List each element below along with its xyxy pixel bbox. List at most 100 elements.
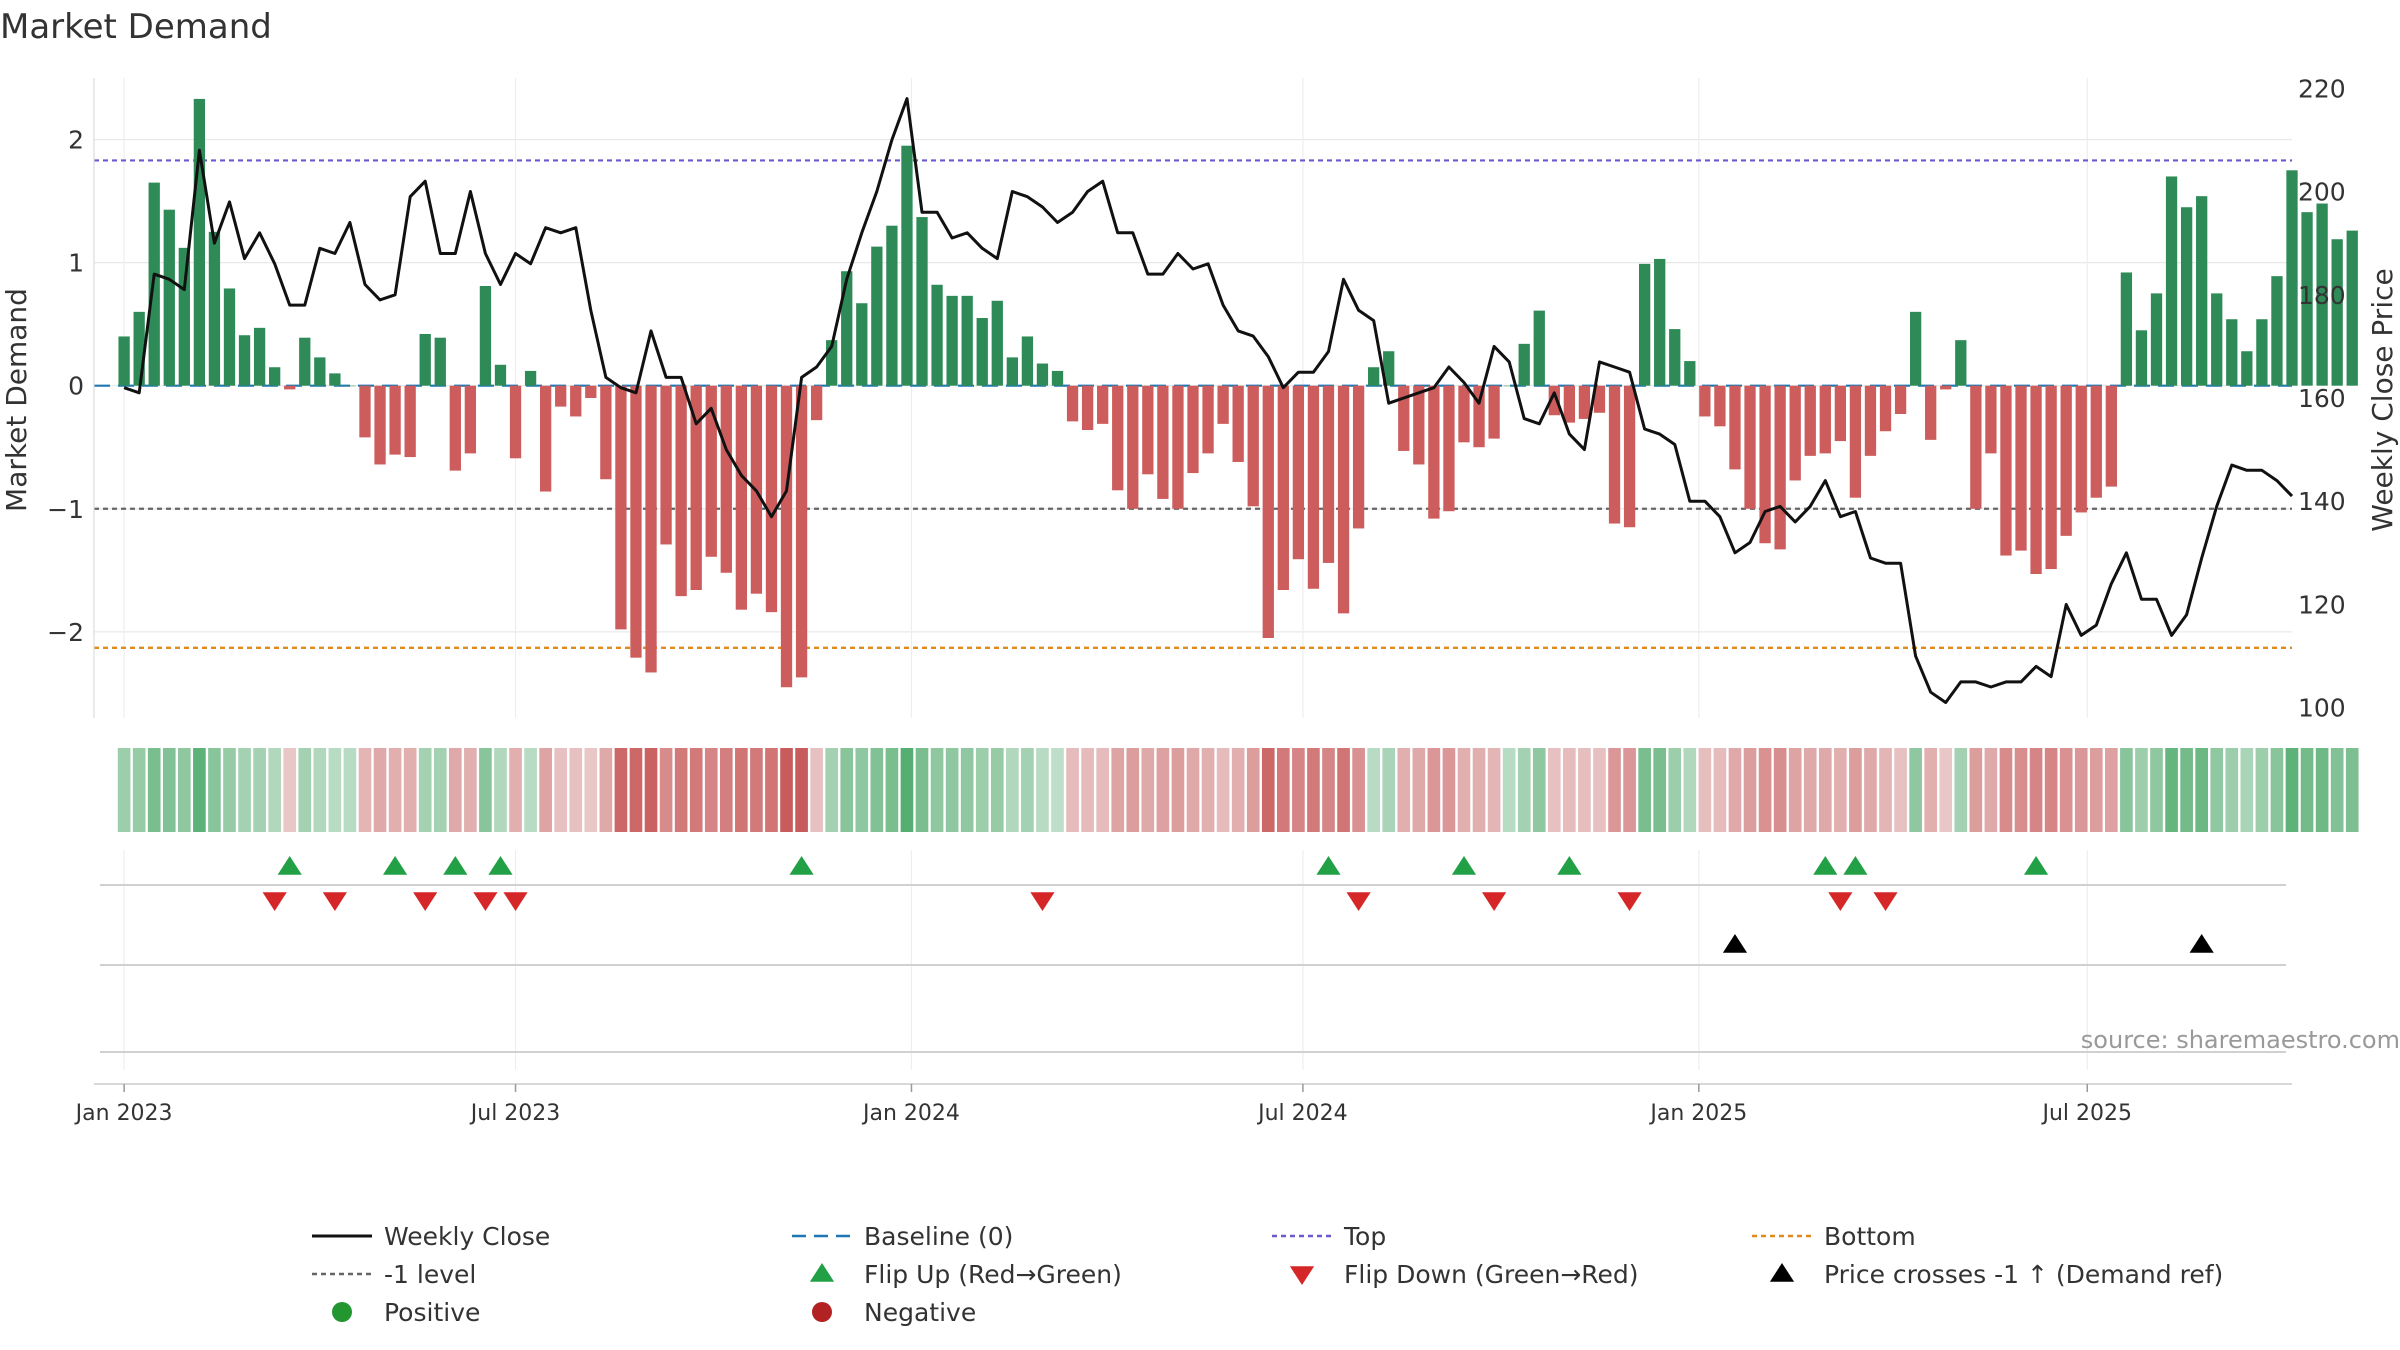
x-tick-label: Jul 2024 [1256,1101,1348,1126]
strip-cell-negative [1277,748,1290,832]
negative-demand-bar [1714,385,1726,427]
strip-cell-positive [2255,748,2269,832]
positive-demand-bar [1955,340,1967,386]
strip-cell-negative [599,748,613,832]
strip-cell-positive [1006,748,1019,832]
strip-cell-negative [689,748,703,832]
negative-demand-bar [1970,385,1982,509]
positive-demand-bar [479,286,492,386]
x-tick-label: Jul 2025 [2040,1101,2132,1126]
negative-demand-bar [1307,385,1320,589]
positive-demand-bar [2211,293,2223,386]
x-tick-label: Jan 2023 [74,1101,173,1126]
positive-demand-bar [2150,293,2163,386]
strip-cell-positive [223,748,236,832]
legend-label: Positive [384,1298,480,1327]
event-markers [100,856,2286,1053]
positive-demand-bar [2241,351,2253,386]
flip-down-marker [262,892,287,911]
strip-cell-negative [509,748,522,832]
strip-cell-positive [2330,748,2344,832]
strip-cell-negative [1141,748,1155,832]
flip-down-marker [413,892,438,911]
strip-cell-positive [1638,748,1651,832]
positive-demand-bar [1638,263,1651,386]
strip-cell-negative [1939,748,1953,832]
demand-bars [118,98,2358,688]
positive-demand-bar [2226,319,2238,386]
negative-demand-bar [1473,385,1485,448]
strip-cell-positive [433,748,447,832]
strip-cell-positive [885,748,899,832]
flip-down-marker [1481,892,1507,911]
negative-demand-bar [1458,385,1470,443]
strip-cell-negative [1879,748,1892,832]
strip-cell-negative [1156,748,1170,832]
positive-demand-bar [2120,272,2133,386]
negative-demand-bar [2075,385,2087,513]
strip-cell-positive [2270,748,2284,832]
negative-demand-bar [810,385,823,421]
negative-demand-bar [1879,385,1892,432]
strip-cell-positive [238,748,251,832]
negative-demand-bar [1744,385,1756,509]
y-right-tick-label: 140 [2298,487,2346,516]
legend-label: Bottom [1824,1222,1916,1251]
strip-cell-positive [1021,748,1034,832]
negative-demand-bar [539,385,552,492]
negative-demand-bar [1157,385,1169,499]
positive-demand-bar [1051,370,1064,386]
flip-down-marker [473,892,498,911]
legend-label: Flip Up (Red→Green) [864,1260,1122,1289]
positive-demand-bar [2316,203,2328,386]
y-axis-right-label: Weekly Close Price [2366,268,2399,531]
flip-down-marker [1030,892,1055,911]
strip-cell-positive [1502,748,1516,832]
flip-up-marker [382,856,408,875]
legend-label: Weekly Close [384,1222,550,1251]
strip-cell-positive [975,748,989,832]
negative-demand-bar [630,385,642,658]
strip-cell-positive [1909,748,1922,832]
positive-demand-bar [434,337,446,386]
strip-cell-negative [1803,748,1817,832]
strip-cell-negative [735,748,748,832]
negative-demand-bar [705,385,717,557]
source-label: source: sharemaestro.com [2081,1026,2400,1054]
positive-demand-bar [238,335,251,386]
strip-cell-negative [780,748,793,832]
strip-cell-positive [870,748,884,832]
positive-demand-bar [856,303,868,386]
positive-demand-bar [223,288,236,386]
strip-cell-positive [900,748,914,832]
strip-cell-positive [162,748,176,832]
strip-cell-negative [1773,748,1787,832]
y-right-tick-label: 120 [2298,590,2346,619]
negative-demand-bar [735,385,748,610]
strip-cell-positive [313,748,327,832]
strip-cell-negative [810,748,823,832]
negative-demand-bar [1262,385,1274,638]
strip-cell-negative [719,748,733,832]
chart-title: Market Demand [0,7,272,47]
strip-cell-positive [328,748,342,832]
strip-cell-positive [855,748,869,832]
strip-cell-positive [193,748,206,832]
strip-cell-negative [750,748,763,832]
strip-cell-positive [2225,748,2239,832]
strip-cell-negative [614,748,628,832]
strip-cell-negative [1743,748,1757,832]
flip-up-marker [277,856,302,875]
strip-cell-positive [2180,748,2193,832]
negative-demand-bar [570,385,582,417]
negative-demand-bar [1593,385,1606,413]
strip-cell-negative [1427,748,1441,832]
positive-demand-bar [1533,310,1545,386]
positive-demand-bar [2196,196,2208,386]
positive-demand-bar [1368,367,1380,386]
negative-demand-bar [1428,385,1440,519]
strip-cell-positive [2195,748,2208,832]
strip-cell-negative [1096,748,1109,832]
positive-demand-bar [1909,311,1922,386]
strip-cell-positive [1653,748,1667,832]
